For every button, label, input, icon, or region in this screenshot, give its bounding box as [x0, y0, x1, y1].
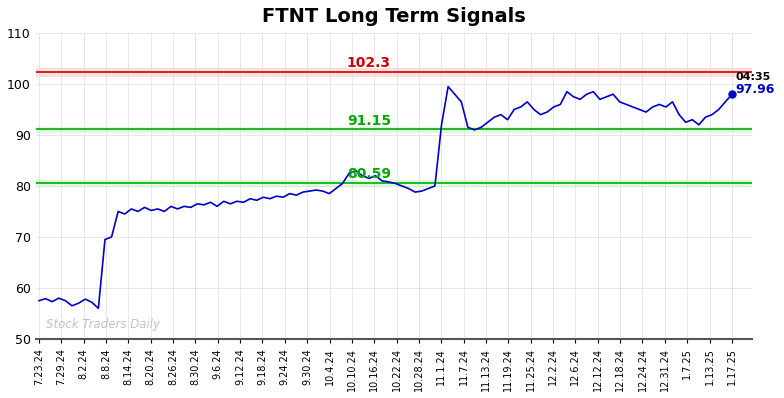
Text: 04:35: 04:35 [735, 72, 771, 82]
Title: FTNT Long Term Signals: FTNT Long Term Signals [262, 7, 525, 26]
Text: 97.96: 97.96 [735, 83, 775, 96]
Text: 91.15: 91.15 [347, 113, 391, 128]
Bar [36, 127, 752, 132]
Text: Stock Traders Daily: Stock Traders Daily [45, 318, 160, 331]
Text: 80.59: 80.59 [347, 168, 390, 181]
Bar [36, 180, 752, 185]
Bar [36, 68, 752, 76]
Text: 102.3: 102.3 [347, 56, 390, 70]
